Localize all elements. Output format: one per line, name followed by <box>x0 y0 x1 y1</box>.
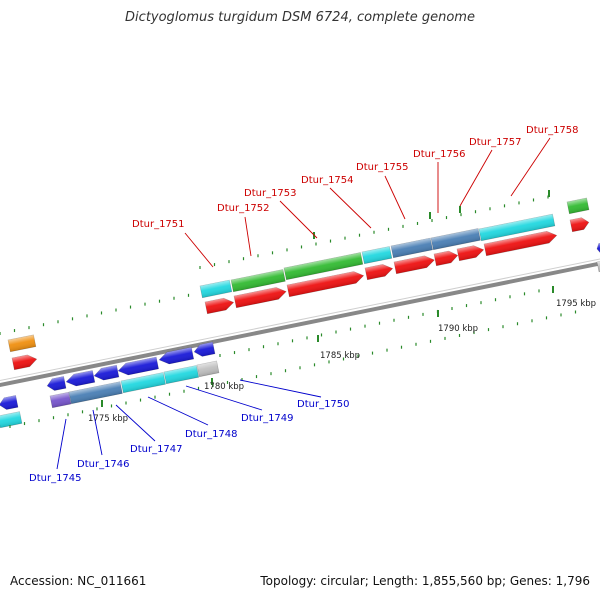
lower-gene-label-3: Dtur_1748 <box>185 429 238 440</box>
upper-gene-label-1: Dtur_1752 <box>217 203 270 214</box>
lower-gene-3 <box>117 356 159 376</box>
lower-leader-5 <box>239 379 322 398</box>
upper-feature-1 <box>230 269 286 293</box>
lower-gene-4 <box>158 346 195 365</box>
upper-feature-5 <box>430 228 481 251</box>
upper-gene-label-6: Dtur_1757 <box>469 137 522 148</box>
edge-gene-left-blue <box>0 395 19 410</box>
upper-gene-1 <box>233 287 287 309</box>
upper-feature-0 <box>199 279 233 299</box>
lower-gene-2 <box>93 364 120 381</box>
lower-gene-label-0: Dtur_1745 <box>29 473 82 484</box>
lower-gene-label-5: Dtur_1750 <box>297 399 350 410</box>
upper-feature-6 <box>478 213 556 242</box>
lower-leader-1 <box>92 409 103 456</box>
edge-gene-left-orange <box>7 334 37 353</box>
lower-gene-0 <box>46 376 67 391</box>
upper-leader-1 <box>244 216 252 257</box>
lower-feature-1 <box>68 381 123 405</box>
lower-leader-2 <box>115 404 156 442</box>
upper-gene-2 <box>286 271 365 298</box>
upper-feature-4 <box>390 237 433 259</box>
lower-gene-label-2: Dtur_1747 <box>130 444 183 455</box>
lower-leader-0 <box>56 418 67 470</box>
upper-gene-6 <box>456 245 485 262</box>
edge-gene-right-blue <box>596 242 600 254</box>
upper-gene-8 <box>569 217 590 233</box>
upper-gene-label-0: Dtur_1751 <box>132 219 185 230</box>
kbp-label-3: 1790 kbp <box>438 324 478 334</box>
edge-gene-left-red <box>11 354 38 371</box>
upper-gene-label-3: Dtur_1754 <box>301 175 354 186</box>
kbp-label-4: 1795 kbp <box>556 299 596 309</box>
upper-feature-7 <box>566 197 590 215</box>
lower-leader-3 <box>147 396 209 426</box>
upper-leader-3 <box>329 187 372 229</box>
upper-gene-3 <box>364 264 394 281</box>
upper-gene-5 <box>433 250 459 267</box>
backbone-highlight <box>0 258 600 382</box>
lower-gene-1 <box>65 370 96 387</box>
upper-gene-4 <box>393 255 435 275</box>
upper-feature-2 <box>283 252 364 281</box>
lower-gene-label-1: Dtur_1746 <box>77 459 130 470</box>
edge-gene-left-cyan <box>0 411 23 429</box>
upper-feature-3 <box>361 246 393 265</box>
lower-feature-3 <box>163 365 200 385</box>
genome-title: Dictyoglomus turgidum DSM 6724, complete… <box>125 10 475 25</box>
backbone-line <box>0 261 600 388</box>
genome-summary-text: Topology: circular; Length: 1,855,560 bp… <box>260 574 590 588</box>
kbp-label-0: 1775 kbp <box>88 414 128 424</box>
upper-gene-label-2: Dtur_1753 <box>244 188 297 199</box>
upper-gene-0 <box>204 297 235 315</box>
accession-text: Accession: NC_011661 <box>10 574 147 588</box>
lower-leader-4 <box>185 385 263 411</box>
upper-leader-2 <box>279 200 318 239</box>
upper-gene-label-7: Dtur_1758 <box>526 125 579 136</box>
lower-feature-4 <box>196 360 220 378</box>
upper-leader-4 <box>384 175 406 220</box>
upper-leader-7 <box>510 137 551 197</box>
upper-leader-0 <box>184 232 214 268</box>
lower-feature-2 <box>120 372 166 394</box>
lower-gene-5 <box>193 341 216 357</box>
kbp-label-2: 1785 kbp <box>320 351 360 361</box>
kbp-label-1: 1780 kbp <box>204 382 244 392</box>
lower-feature-0 <box>49 391 72 409</box>
upper-gene-label-5: Dtur_1756 <box>413 149 466 160</box>
lower-gene-label-4: Dtur_1749 <box>241 413 294 424</box>
upper-gene-label-4: Dtur_1755 <box>356 162 409 173</box>
upper-gene-7 <box>483 230 558 257</box>
edge-gene-right-gray <box>596 260 600 273</box>
upper-leader-6 <box>459 149 493 207</box>
